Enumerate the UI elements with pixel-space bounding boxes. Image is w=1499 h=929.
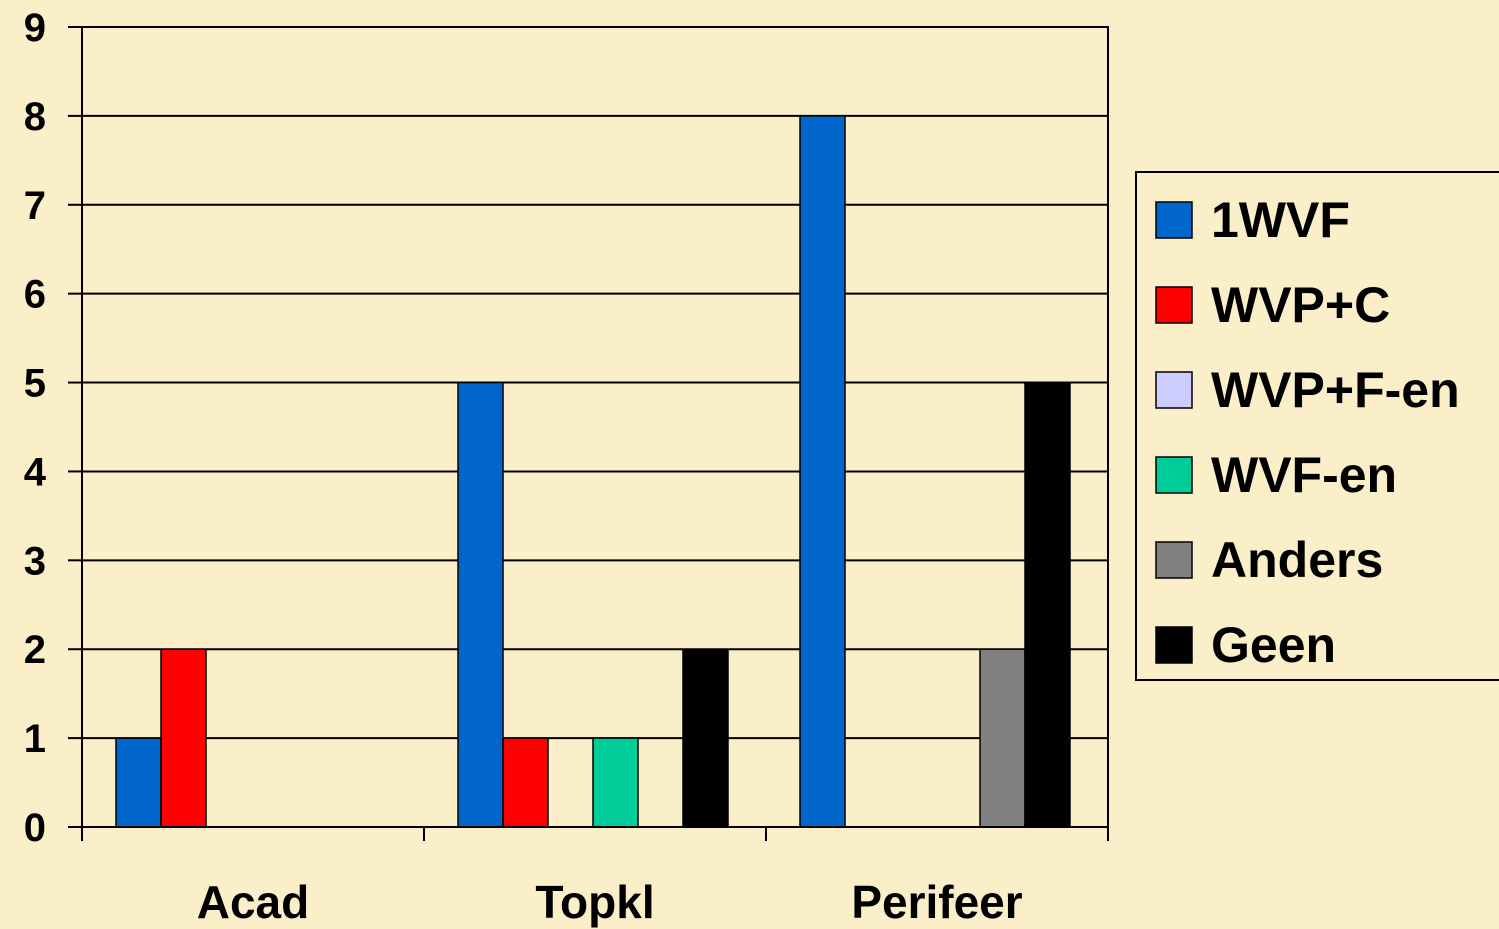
y-tick-label: 7 xyxy=(24,184,46,228)
bar-1wvf-perifeer xyxy=(799,115,846,828)
y-tick-label: 9 xyxy=(24,6,46,50)
bar-1wvf-topkl xyxy=(457,381,504,828)
bar-wvp-c-topkl xyxy=(502,737,549,828)
legend-label: Anders xyxy=(1211,532,1383,588)
grid-layer xyxy=(81,26,1109,828)
bar-layer xyxy=(115,115,1071,828)
y-tick-label: 2 xyxy=(24,628,46,672)
legend-label: WVP+C xyxy=(1211,277,1390,333)
x-category-label: Topkl xyxy=(535,876,654,928)
x-category-label: Perifeer xyxy=(851,876,1022,928)
y-tick-label: 6 xyxy=(24,273,46,317)
legend-swatch-wvp-c xyxy=(1155,286,1193,324)
legend-label: WVF-en xyxy=(1211,447,1397,503)
plot-area-border xyxy=(81,26,1109,828)
bar-1wvf-acad xyxy=(115,737,162,828)
legend: 1WVF WVP+C WVP+F-en WVF-en Anders Geen xyxy=(1135,171,1499,681)
legend-swatch-wvp-f-en xyxy=(1155,371,1193,409)
axis-layer: 0 1 2 3 4 5 6 7 8 9 Acad Topkl Perifeer xyxy=(24,6,1109,928)
legend-swatch-geen xyxy=(1155,626,1193,664)
y-tick-label: 4 xyxy=(24,450,47,494)
y-tick-label: 5 xyxy=(24,362,46,406)
y-tick-label: 3 xyxy=(24,539,46,583)
y-tick-label: 1 xyxy=(24,717,46,761)
legend-label: Geen xyxy=(1211,617,1336,673)
legend-swatch-wvf-en xyxy=(1155,456,1193,494)
legend-swatch-1wvf xyxy=(1155,201,1193,239)
y-tick-label: 8 xyxy=(24,95,46,139)
bar-wvf-en-topkl xyxy=(592,737,639,828)
x-category-label: Acad xyxy=(197,876,309,928)
bar-wvp-c-acad xyxy=(160,648,207,828)
bar-geen-topkl xyxy=(682,648,729,828)
legend-swatch-anders xyxy=(1155,541,1193,579)
bar-anders-perifeer xyxy=(979,648,1026,828)
bar-geen-perifeer xyxy=(1024,381,1071,828)
y-tick-label: 0 xyxy=(24,806,46,850)
legend-box xyxy=(1135,171,1499,681)
legend-label: 1WVF xyxy=(1211,192,1350,248)
legend-label: WVP+F-en xyxy=(1211,362,1460,418)
